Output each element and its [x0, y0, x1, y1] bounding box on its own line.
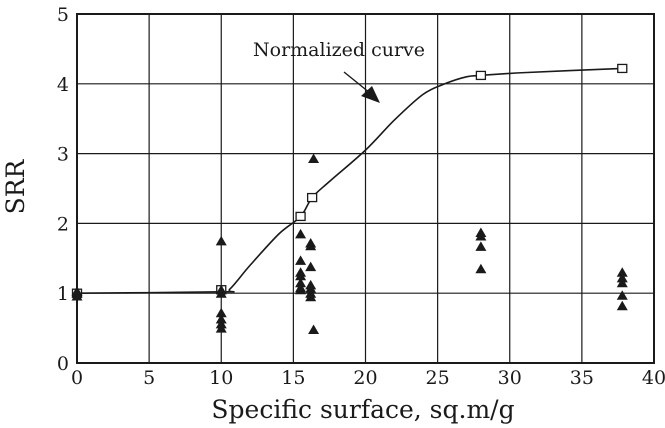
- triangle-marker: [305, 291, 317, 302]
- plot-area-frame: [76, 13, 655, 364]
- triangle-marker: [305, 283, 317, 293]
- x-tick-label: 25: [426, 367, 450, 389]
- triangle-marker: [475, 241, 487, 251]
- triangle-marker: [215, 323, 227, 333]
- y-tick-label: 3: [57, 144, 69, 166]
- annotation-label: Normalized curve: [253, 39, 425, 61]
- triangle-marker: [295, 277, 307, 288]
- triangle-marker: [71, 286, 83, 296]
- normalized-curve-line: [76, 67, 623, 294]
- x-axis-title: Specific surface, sq.m/g: [211, 395, 514, 424]
- triangle-marker: [616, 267, 628, 277]
- triangle-marker: [215, 307, 227, 318]
- x-tick-label: 30: [498, 367, 522, 389]
- x-tick-label: 10: [209, 367, 233, 389]
- triangle-marker: [215, 314, 227, 324]
- triangle-marker: [215, 288, 227, 298]
- triangle-marker: [308, 153, 320, 163]
- normalized-curve-markers: [71, 63, 628, 298]
- square-marker: [475, 70, 487, 81]
- y-tick-label: 2: [57, 213, 69, 235]
- triangle-markers: [71, 153, 628, 334]
- triangle-marker: [295, 228, 307, 239]
- triangle-marker: [305, 240, 317, 251]
- annotation-arrow: [343, 71, 380, 103]
- triangle-marker: [308, 324, 320, 334]
- x-tick-labels: 0 5 10 15 20 25 30 35 40: [71, 367, 665, 389]
- grid-lines: [76, 13, 655, 364]
- y-tick-labels: 0 1 2 3 4 5: [57, 4, 69, 375]
- x-tick-label: 5: [143, 367, 155, 389]
- triangle-marker: [616, 272, 628, 283]
- triangle-marker: [616, 300, 628, 311]
- x-tick-label: 40: [642, 367, 665, 389]
- y-tick-label: 1: [57, 283, 69, 305]
- triangle-marker: [616, 277, 628, 288]
- triangle-marker: [295, 255, 307, 265]
- square-marker: [306, 192, 318, 203]
- y-tick-label: 5: [57, 4, 69, 26]
- triangle-marker: [305, 261, 317, 272]
- y-tick-label: 0: [57, 353, 69, 375]
- square-marker: [617, 63, 628, 74]
- triangle-marker: [295, 270, 307, 281]
- triangle-marker: [215, 235, 227, 246]
- y-tick-label: 4: [57, 74, 69, 96]
- x-tick-label: 15: [281, 367, 305, 389]
- triangle-marker: [295, 284, 307, 295]
- x-tick-label: 0: [71, 367, 83, 389]
- triangle-marker: [475, 230, 487, 241]
- y-axis-title: SRR: [1, 158, 30, 214]
- x-tick-label: 35: [570, 367, 594, 389]
- square-marker: [295, 211, 306, 222]
- triangle-marker: [616, 290, 628, 300]
- x-tick-label: 20: [353, 367, 377, 389]
- triangle-marker: [475, 263, 487, 274]
